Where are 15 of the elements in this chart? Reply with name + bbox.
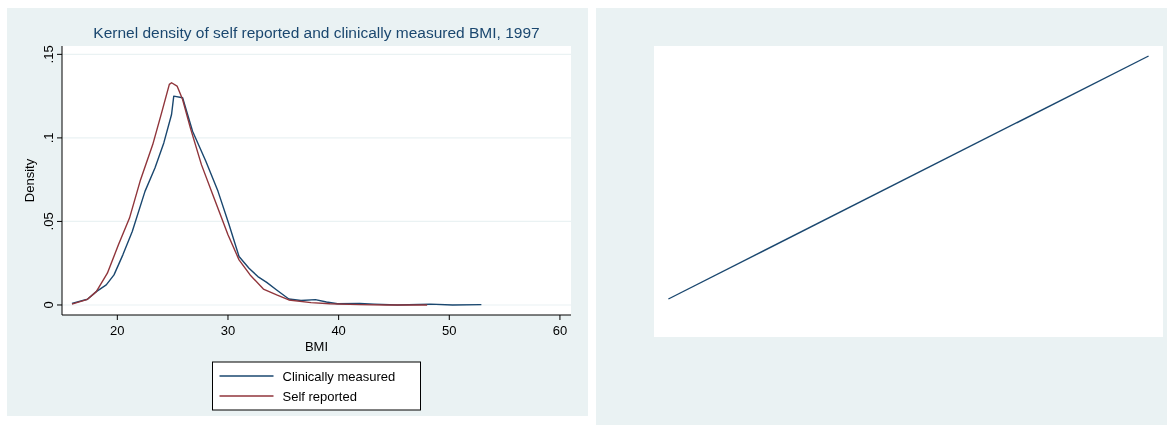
y-tick-label: .05 — [41, 212, 56, 231]
x-tick-label: 40 — [331, 323, 346, 338]
legend-label: Self reported — [282, 389, 357, 404]
y-tick-label: 0 — [41, 301, 56, 309]
y-tick-label: .1 — [41, 132, 56, 144]
x-tick-label: 20 — [110, 323, 125, 338]
x-tick-label: 50 — [442, 323, 457, 338]
y-axis-title: Density — [22, 158, 37, 203]
chart-title: Kernel density of self reported and clinically measured BMI, 1997 — [93, 24, 540, 41]
x-tick-label: 60 — [552, 323, 568, 338]
line-series — [71, 82, 428, 306]
x-tick-label: 30 — [220, 323, 236, 338]
legend-label: Clinically measured — [282, 369, 396, 384]
y-tick-label: .15 — [41, 45, 56, 64]
x-axis-title: BMI — [304, 339, 329, 354]
